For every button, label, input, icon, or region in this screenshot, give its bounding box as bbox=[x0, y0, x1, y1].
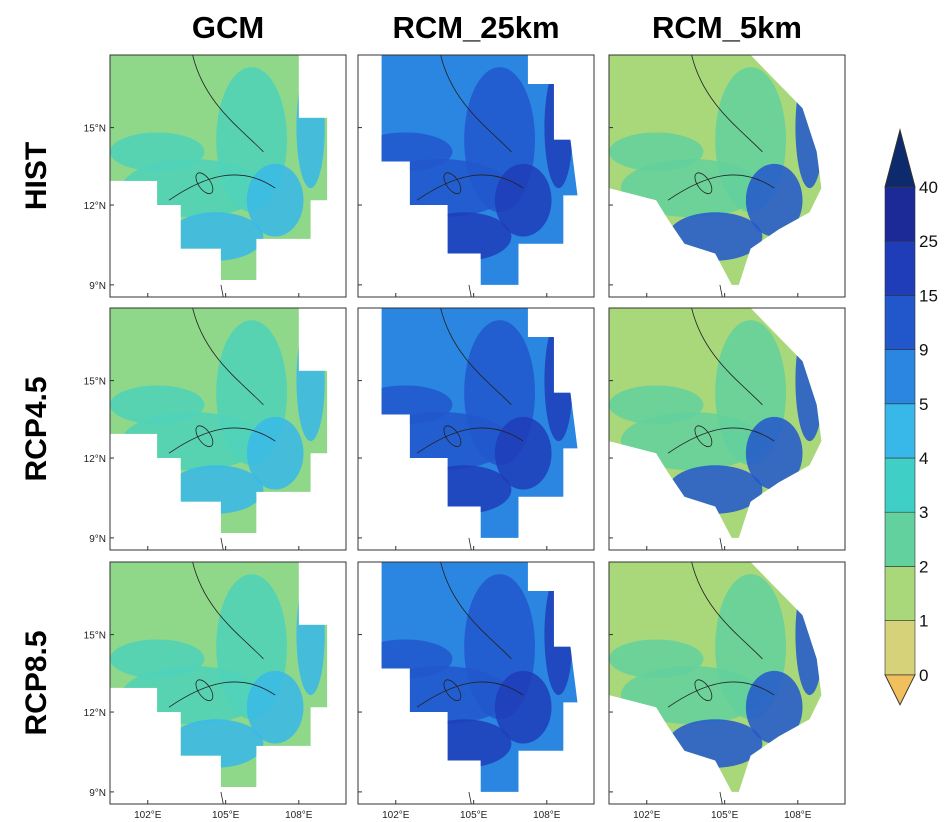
field-blob bbox=[495, 671, 552, 744]
lat-tick-label: 15°N bbox=[84, 377, 106, 388]
map-panel: 15°N 12°N 9°N bbox=[84, 55, 346, 297]
map-panel: 15°N 12°N 9°N 102°E 105°E 108°E bbox=[84, 562, 346, 821]
field-blob bbox=[609, 385, 703, 424]
colorbar-segment bbox=[885, 512, 915, 566]
lon-tick-label: 105°E bbox=[460, 810, 488, 821]
lat-tick-label: 9°N bbox=[89, 281, 106, 292]
row-label: RCP8.5 bbox=[20, 630, 53, 735]
field-blob bbox=[247, 164, 304, 237]
colorbar-segment bbox=[885, 404, 915, 458]
field-blob bbox=[495, 164, 552, 237]
column-title: RCM_25km bbox=[392, 10, 559, 45]
colorbar-segment bbox=[885, 458, 915, 512]
map-panel bbox=[609, 55, 845, 297]
map-panel bbox=[358, 308, 594, 550]
colorbar-segment bbox=[885, 295, 915, 349]
field-blob bbox=[247, 417, 304, 490]
field-blob bbox=[110, 132, 204, 171]
lon-tick-label: 102°E bbox=[633, 810, 661, 821]
field-blob bbox=[110, 639, 204, 678]
colorbar-segment bbox=[885, 187, 915, 241]
field-blob bbox=[110, 385, 204, 424]
lon-tick-label: 108°E bbox=[533, 810, 561, 821]
lon-tick-label: 102°E bbox=[134, 810, 162, 821]
colorbar-label: 3 bbox=[919, 503, 928, 522]
field-blob bbox=[247, 671, 304, 744]
map-panel: 15°N 12°N 9°N bbox=[84, 308, 346, 550]
colorbar-label: 15 bbox=[919, 286, 938, 305]
map-panel bbox=[609, 308, 845, 550]
lat-tick-label: 15°N bbox=[84, 124, 106, 135]
lon-tick-label: 108°E bbox=[285, 810, 313, 821]
row-label: RCP4.5 bbox=[20, 376, 53, 481]
colorbar-label: 2 bbox=[919, 557, 928, 576]
map-panel: 102°E 105°E 108°E bbox=[358, 562, 594, 821]
column-title: GCM bbox=[192, 10, 264, 45]
colorbar-under bbox=[885, 675, 915, 705]
field-blob bbox=[609, 132, 703, 171]
colorbar-label: 0 bbox=[919, 666, 928, 685]
lat-tick-label: 9°N bbox=[89, 534, 106, 545]
lat-tick-label: 15°N bbox=[84, 631, 106, 642]
colorbar-segment bbox=[885, 566, 915, 620]
colorbar-segment bbox=[885, 241, 915, 295]
field-blob bbox=[495, 417, 552, 490]
lon-tick-label: 108°E bbox=[784, 810, 812, 821]
field-blob bbox=[609, 639, 703, 678]
row-label: HIST bbox=[20, 142, 53, 210]
colorbar-over bbox=[885, 130, 915, 187]
colorbar-label: 1 bbox=[919, 612, 928, 631]
figure: 15°N12°N9°N15°N12°N9°N15°N12°N9°N102°E10… bbox=[0, 0, 945, 822]
lat-tick-label: 12°N bbox=[84, 708, 106, 719]
column-title: RCM_5km bbox=[652, 10, 802, 45]
lon-tick-label: 105°E bbox=[212, 810, 240, 821]
lat-tick-label: 12°N bbox=[84, 201, 106, 212]
colorbar-label: 4 bbox=[919, 449, 928, 468]
colorbar-label: 9 bbox=[919, 341, 928, 360]
colorbar-label: 5 bbox=[919, 395, 928, 414]
map-panel: 102°E 105°E 108°E bbox=[609, 562, 845, 821]
lon-tick-label: 105°E bbox=[711, 810, 739, 821]
colorbar-label: 40 bbox=[919, 178, 938, 197]
lat-tick-label: 9°N bbox=[89, 788, 106, 799]
lon-tick-label: 102°E bbox=[382, 810, 410, 821]
colorbar-label: 25 bbox=[919, 232, 938, 251]
colorbar-segment bbox=[885, 621, 915, 675]
lat-tick-label: 12°N bbox=[84, 454, 106, 465]
map-panel bbox=[358, 55, 594, 297]
page: {"columns": ["GCM", "RCM_25km", "RCM_5km… bbox=[0, 0, 945, 822]
colorbar-segment bbox=[885, 350, 915, 404]
